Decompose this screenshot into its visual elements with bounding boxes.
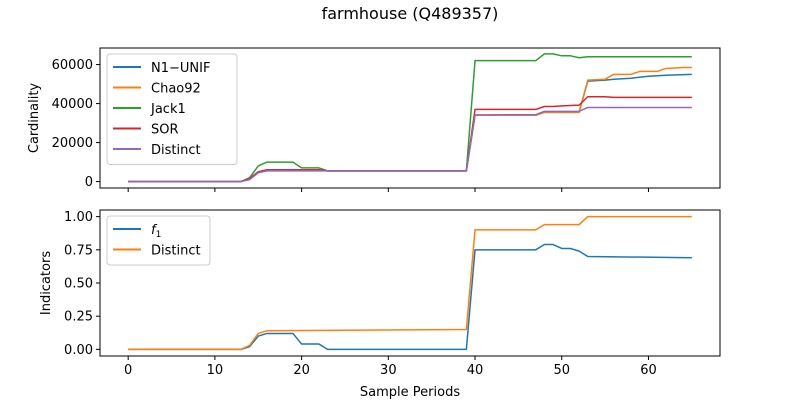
x-tick-label: 40 (467, 363, 484, 378)
x-tick-label: 50 (553, 363, 570, 378)
y-tick-label: 60000 (52, 58, 93, 73)
y-tick-label: 0.25 (64, 310, 93, 325)
y-tick-label: 0 (85, 175, 93, 190)
series-line-4 (128, 106, 692, 183)
legend-label-subscript: 1 (156, 230, 162, 240)
indicators-y-ticks: 0.00 0.25 0.50 0.75 1.00 (64, 210, 100, 358)
series-line-1 (128, 215, 692, 351)
legend-label-main: f (151, 223, 158, 238)
cardinality-axes: 0 20000 40000 60000 Cardinality N1−UNIF Chao… (27, 47, 721, 192)
legend-label: Chao92 (151, 82, 201, 97)
y-tick-label: 0.00 (64, 343, 93, 358)
x-tick-label: 0 (124, 363, 132, 378)
legend-label: N1−UNIF (151, 61, 210, 76)
x-tick-label: 60 (640, 363, 657, 378)
x-axis-label: Sample Periods (360, 385, 460, 400)
legend-label: f1 (151, 223, 161, 240)
indicators-axes: 0.00 0.25 0.50 0.75 1.00 0 10 20 30 40 50 60 Indic… (39, 209, 721, 400)
series-line-0 (128, 243, 692, 351)
legend-label: SOR (151, 123, 179, 138)
cardinality-axes-frame (99, 47, 721, 189)
legend-box (106, 53, 238, 165)
figure-title: farmhouse (Q489357) (322, 4, 499, 23)
indicators-y-axis-label: Indicators (39, 251, 54, 315)
cardinality-series-lines (128, 53, 692, 183)
indicators-x-ticks: 0 10 20 30 40 50 60 (124, 356, 657, 378)
legend-label: Distinct (151, 244, 201, 259)
y-tick-label: 0.75 (64, 243, 93, 258)
cardinality-legend: N1−UNIF Chao92 Jack1 SOR Distinct (106, 53, 238, 165)
x-tick-label: 10 (207, 363, 224, 378)
y-tick-label: 0.50 (64, 277, 93, 292)
indicators-series-lines (128, 215, 692, 351)
legend-label: Distinct (151, 143, 201, 158)
y-tick-label: 1.00 (64, 210, 93, 225)
cardinality-y-axis-label: Cardinality (27, 83, 42, 154)
cardinality-x-ticks (127, 188, 649, 192)
x-tick-label: 20 (293, 363, 310, 378)
series-line-3 (128, 96, 692, 183)
x-tick-label: 30 (380, 363, 397, 378)
cardinality-y-ticks: 0 20000 40000 60000 (52, 58, 100, 190)
legend-label: Jack1 (150, 102, 186, 117)
y-tick-label: 40000 (52, 97, 93, 112)
indicators-legend: f1 Distinct (106, 215, 211, 266)
y-tick-label: 20000 (52, 136, 93, 151)
